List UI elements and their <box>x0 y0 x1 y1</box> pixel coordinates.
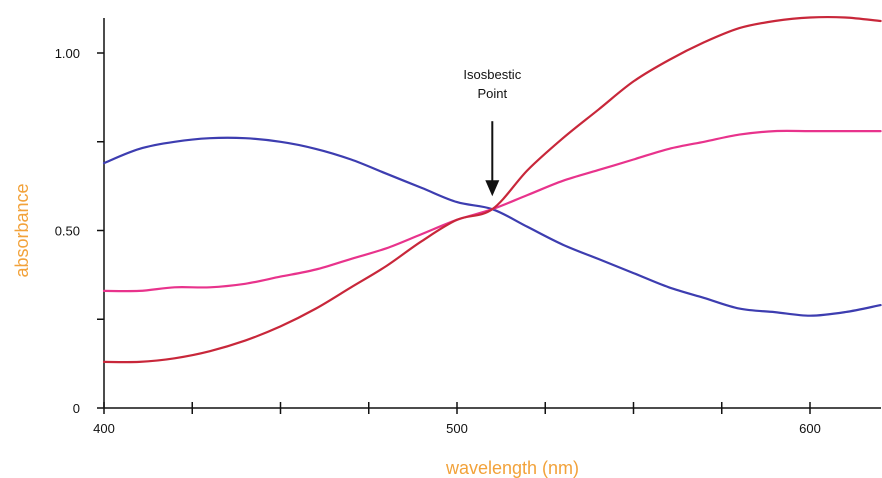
x-tick-label: 500 <box>446 421 468 436</box>
annotation-text-line-2: Point <box>477 86 507 101</box>
x-ticks <box>103 402 811 414</box>
x-tick-label: 600 <box>799 421 821 436</box>
x-tick-labels: 400 500 600 <box>93 421 821 436</box>
x-axis-title: wavelength (nm) <box>445 458 579 478</box>
y-axis-title: absorbance <box>12 183 32 277</box>
axes <box>103 18 881 409</box>
series-line-3 <box>102 15 882 364</box>
y-tick-label: 0.50 <box>55 224 80 239</box>
y-ticks <box>97 52 104 409</box>
y-tick-label: 1.00 <box>55 46 80 61</box>
isosbestic-annotation: Isosbestic Point <box>463 67 522 197</box>
annotation-text-line-1: Isosbestic <box>463 67 521 82</box>
y-tick-label: 0 <box>73 401 80 416</box>
x-tick-label: 400 <box>93 421 115 436</box>
annotation-arrow-head-icon <box>485 180 500 197</box>
series-lines <box>102 15 882 364</box>
y-tick-labels: 0 0.50 1.00 <box>55 46 80 416</box>
